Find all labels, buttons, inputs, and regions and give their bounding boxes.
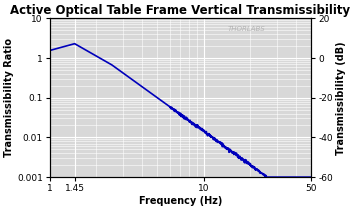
Title: Active Optical Table Frame Vertical Transmissibility: Active Optical Table Frame Vertical Tran… — [10, 4, 350, 17]
Y-axis label: Transmissibility Ratio: Transmissibility Ratio — [4, 38, 14, 157]
X-axis label: Frequency (Hz): Frequency (Hz) — [139, 196, 222, 206]
Y-axis label: Transmissibility (dB): Transmissibility (dB) — [336, 41, 346, 155]
Text: THORLABS: THORLABS — [228, 26, 265, 32]
